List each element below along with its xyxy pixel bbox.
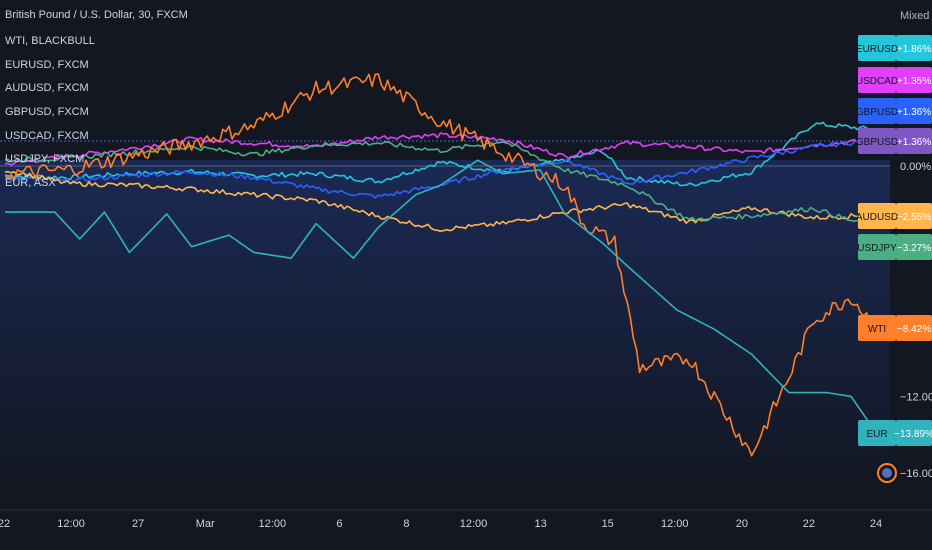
x-tick-label: 15 [602,518,614,530]
x-tick-label: 12:00 [57,518,85,530]
x-tick-label: 12:00 [661,518,689,530]
legend-item-main[interactable]: British Pound / U.S. Dollar, 30, FXCM [5,9,188,21]
x-tick-label: 24 [870,518,882,530]
x-tick-label: 8 [403,518,409,530]
price-label-eur[interactable]: EUR −13.89% [858,420,932,446]
y-axis: 0.00% −12.00% −16.00% [900,161,932,480]
x-tick-label: 12:00 [259,518,287,530]
price-label-usdcad[interactable]: USDCAD+1.35% [856,67,932,93]
price-label-wti[interactable]: WTI −8.42% [858,315,932,341]
price-label-symbol: GBPUSD [856,137,898,148]
legend-item-wti[interactable]: WTI, BLACKBULL [5,35,95,47]
series-line-usdcad [4,132,877,166]
price-label-value: +1.36% [897,107,931,118]
x-tick-label: 13 [534,518,546,530]
series-layer [4,73,877,457]
price-label-value: +1.36% [897,137,931,148]
x-tick-label: 22 [0,518,10,530]
price-label-symbol: AUDUSD [856,212,898,223]
price-label-symbol: WTI [868,324,886,335]
legend-item-usdjpy[interactable]: USDJPY, FXCM [5,153,85,166]
price-label-usdjpy[interactable]: USDJPY −3.27% [857,234,932,260]
price-label-symbol: USDJPY [857,243,897,254]
legend-item-eurusd[interactable]: EURUSD, FXCM [5,58,89,71]
scale-mode-label[interactable]: Mixed [900,10,930,22]
y-tick-label: −16.00% [900,468,932,480]
x-tick-label: 20 [736,518,748,530]
price-label-gbpusd[interactable]: GBPUSD+1.36% [856,128,932,154]
x-tick-label: 6 [336,518,342,530]
price-label-gbpusd[interactable]: GBPUSD+1.36% [856,98,932,124]
price-label-symbol: USDCAD [856,76,898,87]
series-line-audusd [4,171,877,232]
x-tick-label: 22 [803,518,815,530]
plot-background [0,160,890,490]
price-label-value: +1.35% [897,76,931,87]
y-tick-label: −12.00% [900,391,932,403]
x-tick-label: 12:00 [460,518,488,530]
y-tick-label: 0.00% [900,161,931,173]
price-label-value: −3.27% [897,243,931,254]
price-label-eurusd[interactable]: EURUSD+1.86% [856,35,932,61]
logo-icon[interactable] [877,463,897,483]
price-label-symbol: EURUSD [856,44,898,55]
series-line-wti [4,73,877,457]
series-line-eur [5,159,877,434]
price-label-audusd[interactable]: AUDUSD−2.55% [856,203,932,229]
legend-item-eur[interactable]: EUR, ASX [5,177,56,190]
price-label-symbol: GBPUSD [856,107,898,118]
price-labels: EURUSD+1.86%USDCAD+1.35%GBPUSD+1.36%GBPU… [856,35,932,446]
price-label-value: −13.89% [894,429,932,440]
price-label-value: −8.42% [897,324,931,335]
price-label-symbol: EUR [866,429,887,440]
price-label-value: +1.86% [897,44,931,55]
price-label-value: −2.55% [897,212,931,223]
legend-item-usdcad[interactable]: USDCAD, FXCM [5,129,89,142]
legend: British Pound / U.S. Dollar, 30, FXCM WT… [5,0,188,196]
x-tick-label: 27 [132,518,144,530]
legend-item-audusd[interactable]: AUDUSD, FXCM [5,82,89,95]
x-tick-label: Mar [196,518,215,530]
x-axis: 22 12:00 27 Mar 12:00 6 8 12:00 13 15 12:00 20 22 24 [0,518,882,530]
legend-item-gbpusd[interactable]: GBPUSD, FXCM [5,106,89,119]
